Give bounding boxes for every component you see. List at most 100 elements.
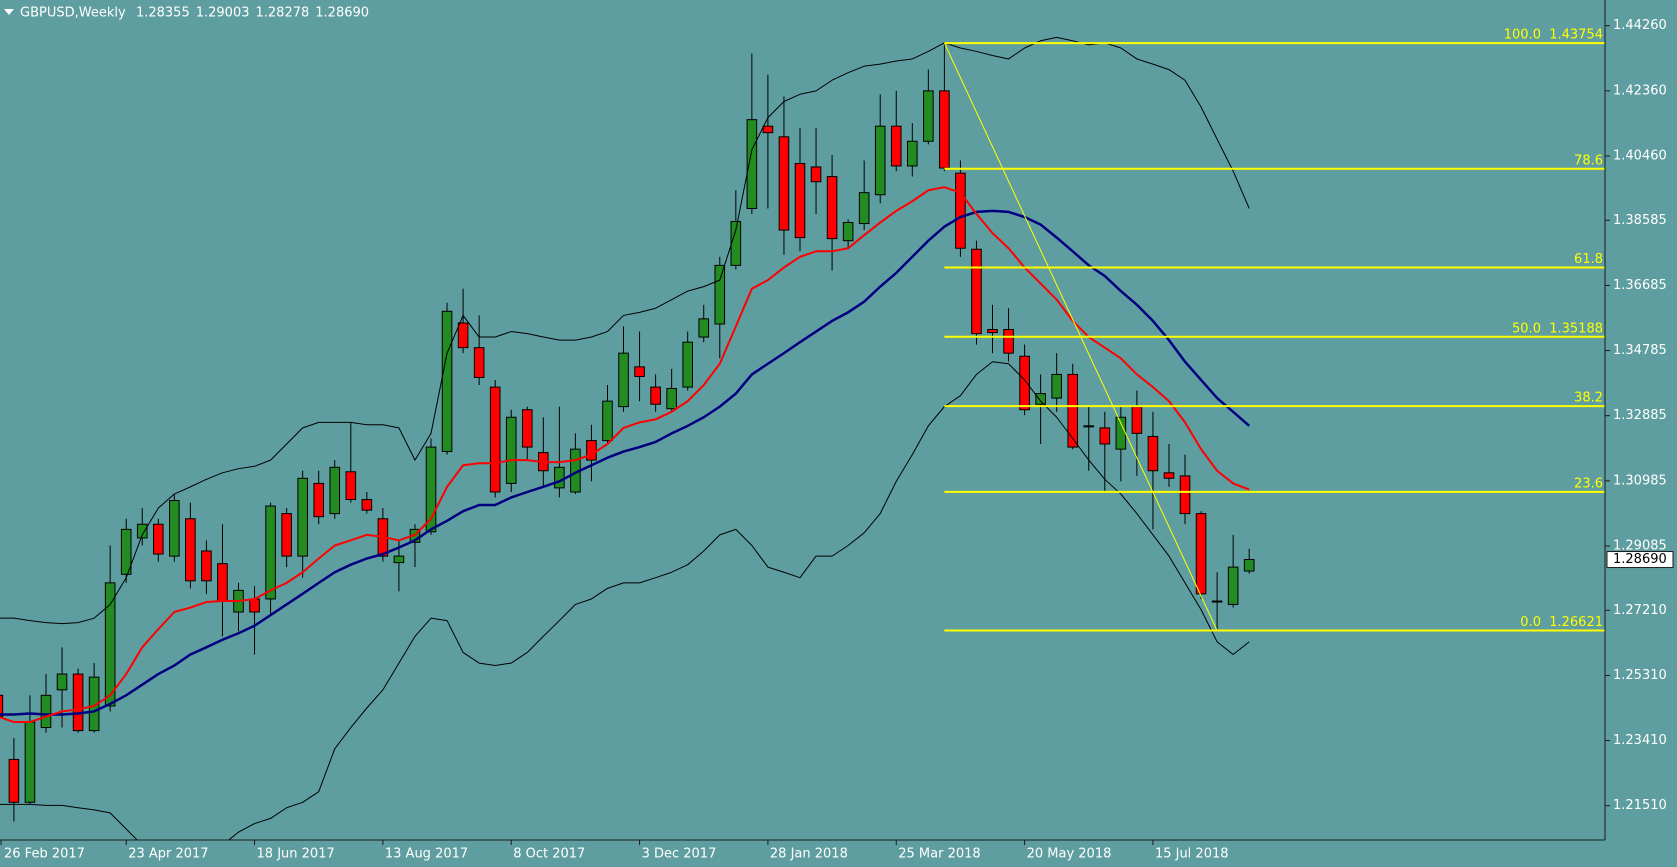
candle-body [1227,566,1239,605]
candle-body [939,90,950,169]
candle-body [24,721,36,803]
fib-label: 100.0 1.43754 [1504,28,1603,43]
candle-body [457,322,469,349]
y-tick-label: 1.40460 [1613,149,1667,164]
y-tick-label: 1.36685 [1613,278,1667,293]
fib-label: 23.6 [1574,476,1603,491]
fib-label: 61.8 [1574,252,1603,267]
candle-body [56,673,68,691]
indicator-line [0,36,1250,625]
y-tick-label: 1.30985 [1613,473,1667,488]
candle-body [393,555,405,564]
candle-body [136,523,148,539]
candle-body [923,90,934,142]
candle-body [521,409,533,448]
candle-body [794,163,806,239]
candle-body [906,140,918,167]
candle-body [40,694,52,729]
candle-body [858,192,870,225]
y-tick-label: 1.23410 [1613,733,1667,748]
fib-label: 78.6 [1574,153,1603,168]
candle-body [987,328,998,334]
x-tick-label: 15 Jul 2018 [1155,847,1229,862]
candle-body [120,528,132,575]
header-value: 1.28278 [256,6,310,21]
candle-body [1195,513,1207,595]
price-tag-label: 1.28690 [1613,552,1667,567]
candle-body [762,125,774,134]
candle-body [249,598,260,613]
fib-label: 50.0 1.35188 [1512,321,1603,336]
candle-body [185,518,196,582]
candle-body [842,222,854,242]
candle-body [1051,373,1062,399]
candle-body [1003,328,1014,354]
candle-body [955,172,966,249]
candle-body [441,310,453,453]
candle-body [746,119,758,209]
candle-body [345,471,357,501]
candle-body [634,366,645,377]
x-tick-label: 13 Aug 2017 [385,847,468,862]
candle-body [169,500,180,557]
candle-body [297,477,308,557]
y-tick-label: 1.32885 [1613,408,1667,423]
candle-body [810,166,822,183]
candle-body [1067,373,1079,448]
candle-body [473,347,485,378]
candle-body [505,416,517,484]
candle-body [313,482,325,518]
axes: 1.44260 1.42360 1.40460 1.38585 1.36685 1.347… [0,18,1674,862]
x-tick-label: 8 Oct 2017 [513,847,585,862]
y-tick-label: 1.29085 [1613,539,1667,554]
candle-body [1035,393,1046,405]
y-tick-label: 1.25310 [1613,668,1667,683]
indicator-line [0,209,1251,716]
x-tick-label: 25 Mar 2018 [898,847,980,862]
chart-title: GBPUSD,Weekly [20,6,126,21]
x-tick-label: 23 Apr 2017 [128,847,208,862]
menu-triangle[interactable] [4,9,14,15]
plot-area [0,36,1605,840]
candle-body [1019,355,1030,411]
y-tick-label: 1.44260 [1613,18,1667,33]
candle-body [72,673,84,732]
candle-body [602,400,613,442]
candle-body [1163,472,1175,479]
candle-body [1211,600,1223,603]
candle-body [890,125,902,167]
candle-body [714,264,726,325]
y-tick-label: 1.34785 [1613,343,1667,358]
indicator-line [0,186,1250,724]
candle-body [281,513,292,557]
header-value: 1.29003 [196,6,250,21]
candle-body [1243,559,1255,572]
candle-body [201,550,212,582]
candle-body [8,758,20,803]
header-value: 1.28355 [136,6,190,21]
x-tick-label: 26 Feb 2017 [4,847,85,862]
x-tick-label: 28 Jan 2018 [770,847,848,862]
candle-body [1083,425,1095,428]
candle-body [826,176,838,240]
candle-body [586,440,597,461]
x-tick-label: 3 Dec 2017 [642,847,717,862]
candle-body [0,694,4,718]
header-value: 1.28690 [315,6,369,21]
indicator-line [0,361,1250,840]
x-tick-label: 18 Jun 2017 [257,847,335,862]
candle-body [489,386,501,493]
candle-body [265,505,276,600]
candle-body [1131,406,1143,434]
candle-body [425,446,437,533]
candle-body [682,341,693,388]
candle-body [554,466,565,489]
candle-body [1179,475,1191,515]
y-tick-label: 1.38585 [1613,213,1667,228]
candle-body [1147,435,1159,472]
candle-body [618,352,629,408]
fib-label: 38.2 [1574,391,1603,406]
candle-body [666,387,677,410]
